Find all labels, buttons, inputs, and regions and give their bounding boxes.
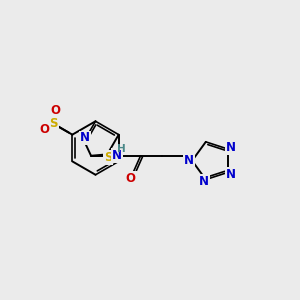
Text: N: N [184, 154, 194, 167]
Text: S: S [104, 151, 112, 164]
Text: N: N [199, 175, 209, 188]
Text: O: O [50, 104, 60, 117]
Text: N: N [112, 149, 122, 162]
Text: N: N [80, 131, 90, 145]
Text: O: O [126, 172, 136, 185]
Text: H: H [117, 144, 126, 154]
Text: N: N [226, 168, 236, 181]
Text: O: O [39, 123, 49, 136]
Text: S: S [49, 117, 58, 130]
Text: N: N [226, 141, 236, 154]
